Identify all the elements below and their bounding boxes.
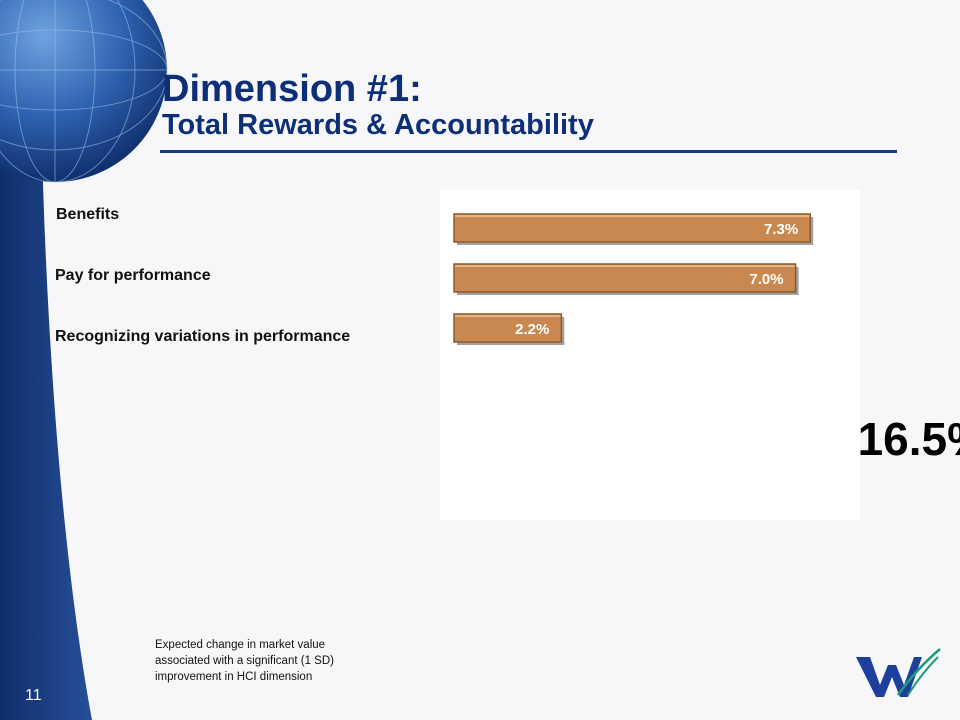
title-divider [160,150,897,153]
bar-value-label: 7.0% [749,271,783,288]
bar-value-label: 7.3% [764,221,798,238]
footnote: Expected change in market value associat… [155,639,334,683]
globe-icon [0,0,168,183]
category-label-benefits: Benefits [56,206,120,223]
chart-panel: 7.3% 7.0% 2.2% 16.5% [440,190,960,520]
bar-highlight [455,215,810,217]
bar-value-label: 2.2% [515,321,549,338]
total-value: 16.5% [857,413,960,465]
bar-0 [453,213,811,243]
slide-title: Dimension #1: [162,68,422,110]
bar-highlight [455,315,561,317]
company-logo-icon [856,648,941,697]
category-label-recognizing-variations: Recognizing variations in performance [55,328,351,345]
bar-1 [453,263,797,293]
bar-highlight [455,265,795,267]
slide-number: 11 [25,687,42,704]
bar-2 [453,313,563,343]
category-label-pay-for-performance: Pay for performance [55,267,211,284]
slide-subtitle: Total Rewards & Accountability [162,109,594,141]
bar-chart: 7.3% 7.0% 2.2% [453,213,814,345]
